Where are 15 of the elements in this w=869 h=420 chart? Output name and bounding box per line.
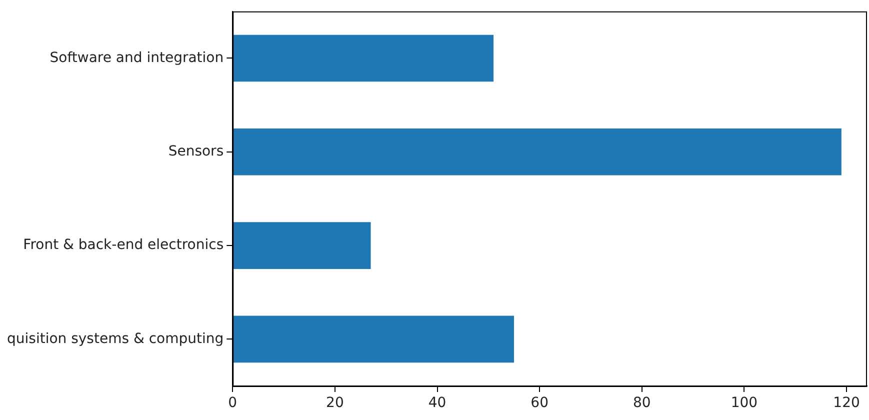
y-tick-label: quisition systems & computing <box>7 330 224 347</box>
x-tick-label: 20 <box>326 395 344 412</box>
bar <box>233 128 842 176</box>
bar <box>233 316 514 363</box>
x-tick-label: 0 <box>228 395 238 412</box>
bar <box>233 222 371 269</box>
y-tick-label: Sensors <box>168 144 224 160</box>
y-tick-label: Software and integration <box>50 50 224 66</box>
x-tick-label: 100 <box>730 395 758 412</box>
x-tick-label: 80 <box>632 395 651 412</box>
x-tick-label: 60 <box>530 395 548 412</box>
x-tick-label: 120 <box>833 395 860 412</box>
bar <box>233 34 494 82</box>
y-tick-label: Front & back-end electronics <box>23 237 224 254</box>
x-tick-label: 40 <box>428 395 446 412</box>
